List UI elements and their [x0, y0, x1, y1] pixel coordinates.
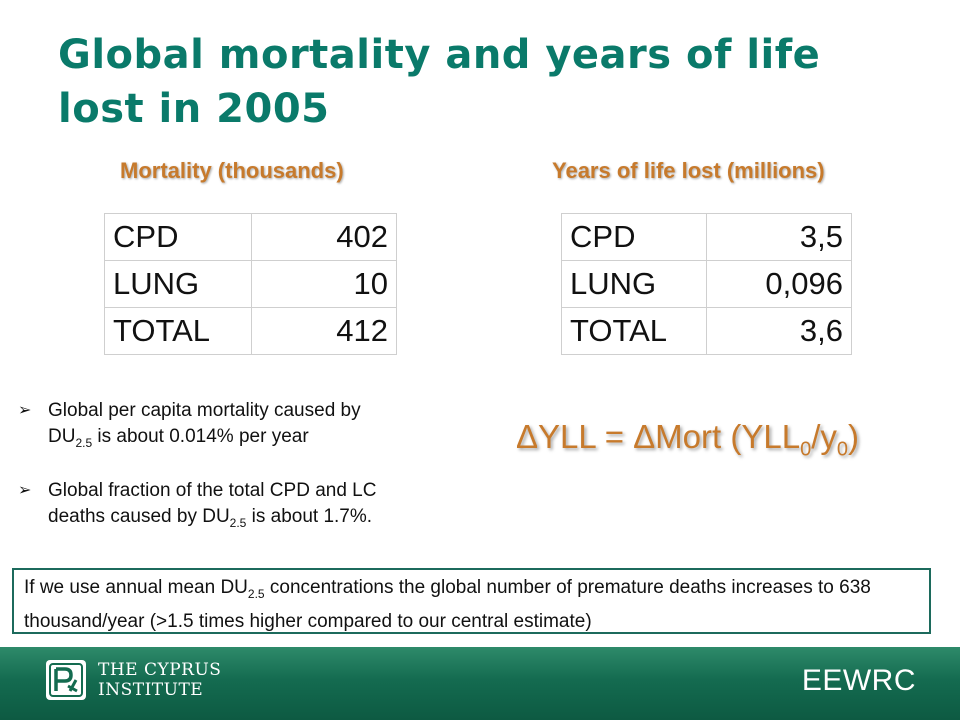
- row-label: TOTAL: [104, 307, 252, 355]
- row-label: LUNG: [104, 260, 252, 308]
- footer-bar: [0, 647, 960, 720]
- formula-part: /y: [811, 418, 837, 455]
- bullet-line: deaths caused by DU: [48, 505, 230, 527]
- note-box: If we use annual mean DU2.5 concentratio…: [12, 568, 931, 634]
- row-value: 0,096: [706, 260, 852, 308]
- bullet-line: Global fraction of the total CPD and LC: [48, 479, 377, 501]
- bullet-line: DU: [48, 426, 76, 447]
- table-row: TOTAL 3,6: [561, 307, 852, 355]
- arrow-bullet-icon: ➢: [18, 402, 32, 419]
- yll-table: CPD 3,5 LUNG 0,096 TOTAL 3,6: [561, 213, 852, 355]
- row-value: 10: [251, 260, 397, 308]
- bullet-line: is about 0.014% per year: [92, 426, 309, 447]
- formula-part: ): [847, 418, 859, 455]
- arrow-bullet-icon: ➢: [18, 481, 32, 499]
- table-row: LUNG 0,096: [561, 260, 852, 308]
- table-row: LUNG 10: [104, 260, 397, 308]
- row-label: CPD: [104, 213, 252, 261]
- bullet-list: ➢ Global per capita mortality caused by …: [18, 398, 488, 558]
- row-value: 3,5: [706, 213, 852, 261]
- slide-title: Global mortality and years of life lost …: [58, 32, 821, 132]
- table-row: CPD 3,5: [561, 213, 852, 261]
- cyprus-institute-logo-icon: [46, 660, 86, 700]
- table-row: CPD 402: [104, 213, 397, 261]
- subscript: 0: [836, 438, 848, 461]
- formula-part: ΔYLL = ΔMort (YLL: [516, 418, 801, 455]
- table-row: TOTAL 412: [104, 307, 397, 355]
- eewrc-label: EEWRC: [801, 664, 916, 697]
- mortality-heading: Mortality (thousands): [120, 158, 344, 183]
- institute-line: THE CYPRUS: [98, 660, 222, 680]
- subscript: 0: [800, 438, 812, 461]
- yll-heading: Years of life lost (millions): [552, 158, 825, 183]
- bullet-text: Global fraction of the total CPD and LC …: [48, 478, 376, 536]
- yll-formula: ΔYLL = ΔMort (YLL0/y0): [516, 418, 859, 462]
- bullet-line: Global per capita mortality caused by: [48, 400, 361, 421]
- row-value: 412: [251, 307, 397, 355]
- mortality-table: CPD 402 LUNG 10 TOTAL 412: [104, 213, 397, 355]
- institute-name: THE CYPRUS INSTITUTE: [98, 660, 221, 700]
- bullet-item: ➢ Global per capita mortality caused by …: [18, 398, 488, 456]
- subscript: 2.5: [229, 515, 247, 530]
- row-label: CPD: [561, 213, 707, 261]
- bullet-text: Global per capita mortality caused by DU…: [48, 398, 361, 456]
- row-value: 3,6: [706, 307, 852, 355]
- bullet-item: ➢ Global fraction of the total CPD and L…: [18, 478, 488, 536]
- note-text: concentrations the global number of prem…: [24, 577, 871, 632]
- row-label: LUNG: [561, 260, 707, 308]
- subscript: 2.5: [247, 586, 265, 601]
- institute-line: INSTITUTE: [98, 680, 204, 700]
- subscript: 2.5: [75, 435, 93, 450]
- row-label: TOTAL: [561, 307, 707, 355]
- bullet-line: is about 1.7%.: [246, 505, 373, 527]
- note-text: If we use annual mean DU: [24, 577, 248, 598]
- row-value: 402: [251, 213, 397, 261]
